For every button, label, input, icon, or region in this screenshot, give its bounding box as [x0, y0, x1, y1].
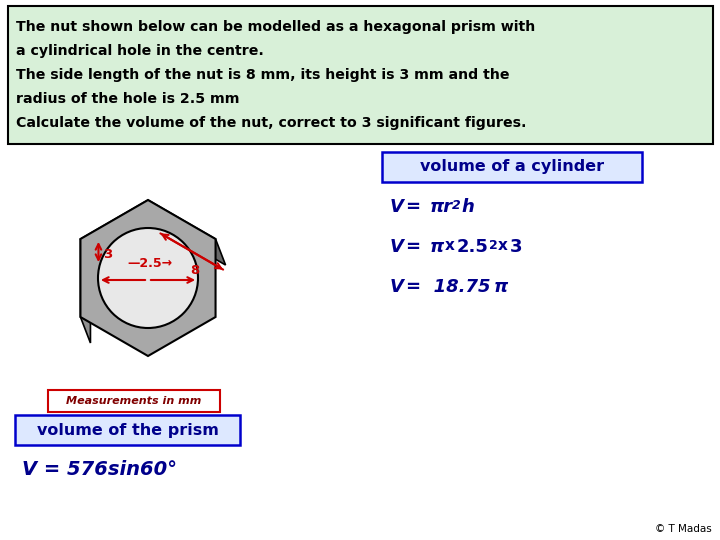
Text: 2.5: 2.5 — [457, 238, 489, 256]
FancyBboxPatch shape — [48, 390, 220, 412]
Text: =  18.75: = 18.75 — [406, 278, 490, 296]
Polygon shape — [81, 200, 225, 265]
Polygon shape — [81, 239, 91, 343]
Text: π: π — [494, 278, 508, 296]
Text: —2.5→: —2.5→ — [127, 257, 173, 270]
Text: πr: πr — [430, 198, 453, 216]
Text: x: x — [498, 238, 508, 253]
Text: V = 576sin60°: V = 576sin60° — [22, 460, 177, 479]
Text: Calculate the volume of the nut, correct to 3 significant figures.: Calculate the volume of the nut, correct… — [16, 116, 526, 130]
Text: 8: 8 — [190, 264, 199, 276]
Text: V: V — [390, 238, 404, 256]
Text: π: π — [430, 238, 444, 256]
Polygon shape — [81, 200, 215, 356]
Text: The side length of the nut is 8 mm, its height is 3 mm and the: The side length of the nut is 8 mm, its … — [16, 68, 510, 82]
Text: =: = — [406, 198, 433, 216]
Text: © T Madas: © T Madas — [655, 524, 712, 534]
FancyBboxPatch shape — [382, 152, 642, 182]
FancyBboxPatch shape — [8, 6, 713, 144]
Text: radius of the hole is 2.5 mm: radius of the hole is 2.5 mm — [16, 92, 240, 106]
Text: 2: 2 — [452, 199, 461, 212]
Text: h: h — [461, 198, 474, 216]
Text: a cylindrical hole in the centre.: a cylindrical hole in the centre. — [16, 44, 264, 58]
Text: =: = — [406, 238, 433, 256]
Text: 3: 3 — [510, 238, 523, 256]
Text: 3: 3 — [104, 248, 113, 261]
Circle shape — [98, 228, 198, 328]
Text: The nut shown below can be modelled as a hexagonal prism with: The nut shown below can be modelled as a… — [16, 20, 535, 34]
FancyBboxPatch shape — [15, 415, 240, 445]
Text: x: x — [445, 238, 455, 253]
Text: volume of a cylinder: volume of a cylinder — [420, 159, 604, 174]
Text: V: V — [390, 278, 404, 296]
Text: volume of the prism: volume of the prism — [37, 422, 218, 437]
Text: 2: 2 — [489, 239, 498, 252]
Text: V: V — [390, 198, 404, 216]
Text: Measurements in mm: Measurements in mm — [66, 396, 202, 406]
